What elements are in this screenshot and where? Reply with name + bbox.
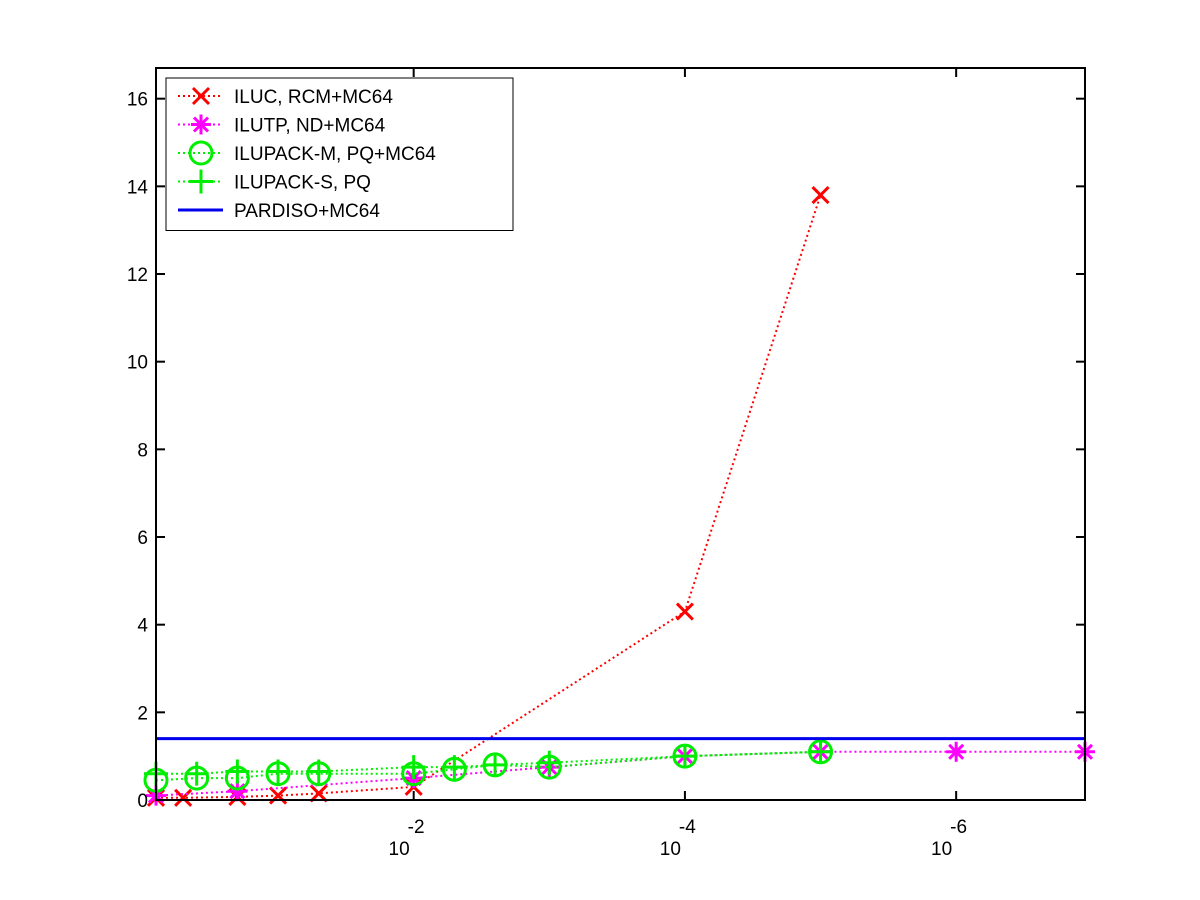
data-point-iluc-rcm-mc64-7 (811, 186, 830, 205)
plot-frame (155, 67, 1086, 801)
x-tick-label-exponent--2: -2 (408, 817, 425, 838)
legend-marker-ilupack-m-pq-mc64 (188, 140, 214, 166)
y-tick-label-14: 14 (127, 177, 149, 198)
data-point-ilupack-s-pq-4 (306, 759, 331, 784)
data-point-ilupack-s-pq-9 (672, 744, 697, 769)
legend-marker-ilupack-s-pq (189, 169, 213, 194)
y-tick-label-2: 2 (137, 703, 148, 724)
data-point-ilupack-s-pq-10 (808, 739, 833, 764)
data-point-iluc-rcm-mc64-6 (675, 602, 694, 621)
series-line-ilutp-nd-mc64 (155, 750, 1085, 797)
x-tick-label-exponent--4: -4 (679, 817, 696, 838)
y-tick-label-0: 0 (137, 791, 148, 812)
legend-label-pardiso-mc64: PARDISO+MC64 (234, 201, 380, 222)
data-point-ilutp-nd-mc64-6 (946, 741, 967, 762)
series-layer (143, 186, 1095, 807)
y-tick-label-4: 4 (137, 616, 148, 637)
x-tick-label-base--2: 10 (389, 839, 410, 860)
legend: ILUC, RCM+MC64 ILUTP, ND+MC64 ILUPACK-M, P… (165, 77, 514, 231)
data-point-ilupack-s-pq-3 (266, 759, 291, 784)
y-tick-label-16: 16 (127, 90, 148, 111)
y-tick-label-10: 10 (127, 353, 148, 374)
data-point-ilupack-s-pq-5 (401, 755, 426, 780)
x-tick-label-base--4: 10 (660, 839, 681, 860)
legend-label-iluc-rcm-mc64: ILUC, RCM+MC64 (234, 87, 393, 108)
series-line-iluc-rcm-mc64 (156, 194, 822, 799)
legend-label-ilupack-m-pq-mc64: ILUPACK-M, PQ+MC64 (234, 144, 436, 165)
data-point-ilutp-nd-mc64-1 (227, 781, 248, 802)
x-tick-label-exponent--6: -6 (950, 817, 967, 838)
data-point-ilupack-s-pq-2 (225, 759, 250, 784)
y-tick-label-6: 6 (137, 528, 148, 549)
y-tick-label-12: 12 (127, 265, 148, 286)
y-tick-label-8: 8 (137, 440, 148, 461)
x-tick-label-base--6: 10 (931, 839, 952, 860)
data-point-iluc-rcm-mc64-1 (174, 788, 193, 807)
data-point-ilupack-s-pq-6 (442, 755, 467, 780)
data-point-ilupack-s-pq-7 (483, 752, 508, 777)
data-point-ilupack-s-pq-8 (537, 750, 562, 775)
legend-box (165, 77, 514, 231)
data-point-iluc-rcm-mc64-4 (309, 784, 328, 803)
legend-marker-ilutp-nd-mc64 (191, 114, 211, 135)
legend-marker-iluc-rcm-mc64 (191, 86, 211, 106)
data-point-ilupack-s-pq-1 (184, 761, 209, 786)
legend-label-ilutp-nd-mc64: ILUTP, ND+MC64 (234, 116, 386, 137)
legend-label-ilupack-s-pq: ILUPACK-S, PQ (234, 173, 371, 194)
